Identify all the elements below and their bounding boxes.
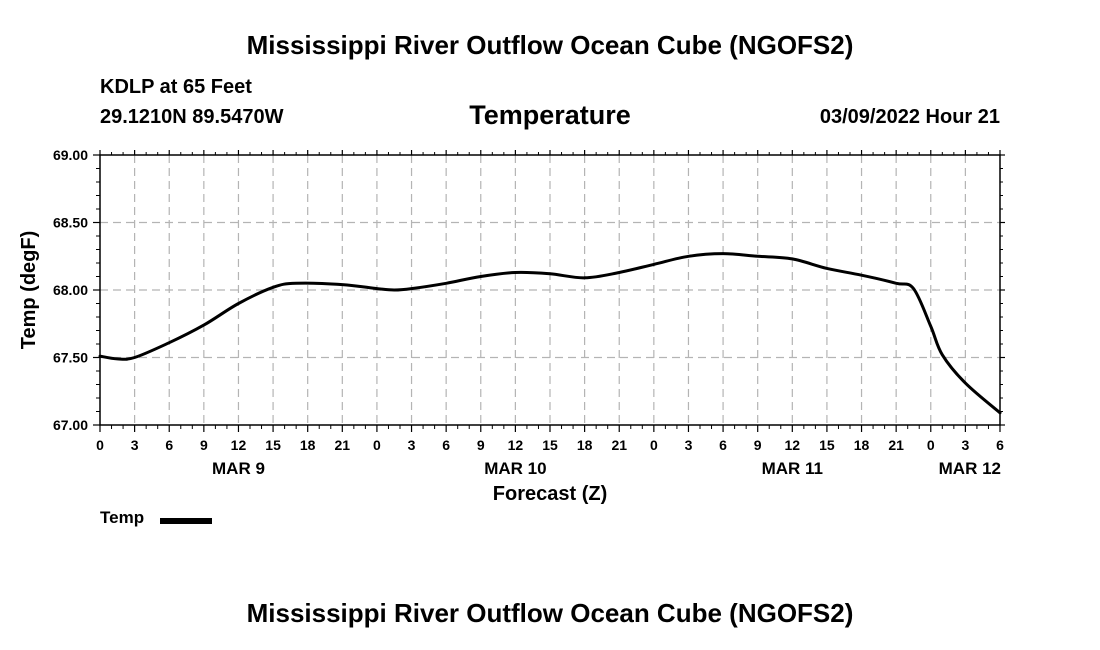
y-tick-label: 69.00 bbox=[53, 147, 88, 163]
x-tick-label: 18 bbox=[854, 437, 870, 453]
x-tick-label: 9 bbox=[754, 437, 762, 453]
x-tick-label: 0 bbox=[650, 437, 658, 453]
y-tick-label: 68.50 bbox=[53, 215, 88, 231]
x-tick-label: 3 bbox=[961, 437, 969, 453]
x-tick-label: 15 bbox=[542, 437, 558, 453]
x-tick-label: 9 bbox=[200, 437, 208, 453]
day-label: MAR 12 bbox=[939, 459, 1001, 478]
x-tick-label: 15 bbox=[819, 437, 835, 453]
x-axis-title: Forecast (Z) bbox=[493, 483, 607, 505]
y-tick-label: 67.00 bbox=[53, 417, 88, 433]
day-label: MAR 9 bbox=[212, 459, 265, 478]
x-tick-label: 18 bbox=[300, 437, 316, 453]
x-tick-label: 3 bbox=[408, 437, 416, 453]
x-tick-label: 21 bbox=[335, 437, 351, 453]
axis-labels: 0 3 6 9 12 15 18 21 0 3 6 9 12 15 18 21 0 3 6 9 12 15 18 21 0 3 6 6… bbox=[18, 147, 1004, 505]
axis-ticks bbox=[93, 150, 1005, 432]
temperature-chart: 0 3 6 9 12 15 18 21 0 3 6 9 12 15 18 21 0 3 6 9 12 15 18 21 0 3 6 6… bbox=[18, 147, 1005, 505]
day-label: MAR 11 bbox=[762, 459, 823, 478]
legend-line-swatch bbox=[160, 518, 212, 524]
legend-label: Temp bbox=[100, 508, 145, 527]
x-tick-label: 12 bbox=[508, 437, 524, 453]
x-tick-label: 3 bbox=[131, 437, 139, 453]
x-tick-label: 21 bbox=[888, 437, 904, 453]
x-tick-label: 0 bbox=[373, 437, 381, 453]
x-tick-label: 6 bbox=[719, 437, 727, 453]
chart-main-title: Mississippi River Outflow Ocean Cube (NG… bbox=[246, 30, 854, 60]
station-label: KDLP at 65 Feet bbox=[100, 76, 252, 98]
forecast-datetime: 03/09/2022 Hour 21 bbox=[819, 106, 1000, 128]
y-axis-title: Temp (degF) bbox=[18, 231, 40, 350]
variable-title: Temperature bbox=[469, 100, 631, 130]
footer-title: Mississippi River Outflow Ocean Cube (NG… bbox=[246, 598, 854, 628]
y-tick-label: 67.50 bbox=[53, 350, 88, 366]
x-tick-label: 0 bbox=[927, 437, 935, 453]
x-tick-label: 21 bbox=[611, 437, 627, 453]
series-layer bbox=[98, 252, 1002, 415]
x-tick-label: 18 bbox=[577, 437, 593, 453]
x-tick-label: 12 bbox=[231, 437, 247, 453]
x-tick-label: 15 bbox=[265, 437, 281, 453]
x-tick-label: 9 bbox=[477, 437, 485, 453]
x-tick-label: 6 bbox=[996, 437, 1004, 453]
grid-lines bbox=[100, 155, 1000, 425]
y-tick-label: 68.00 bbox=[53, 282, 88, 298]
station-coordinates: 29.1210N 89.5470W bbox=[100, 106, 284, 128]
x-tick-label: 6 bbox=[442, 437, 450, 453]
x-tick-label: 0 bbox=[96, 437, 104, 453]
temp-series-line bbox=[98, 252, 1002, 415]
x-tick-label: 12 bbox=[785, 437, 801, 453]
x-tick-label: 6 bbox=[165, 437, 173, 453]
day-label: MAR 10 bbox=[484, 459, 546, 478]
x-tick-label: 3 bbox=[685, 437, 693, 453]
